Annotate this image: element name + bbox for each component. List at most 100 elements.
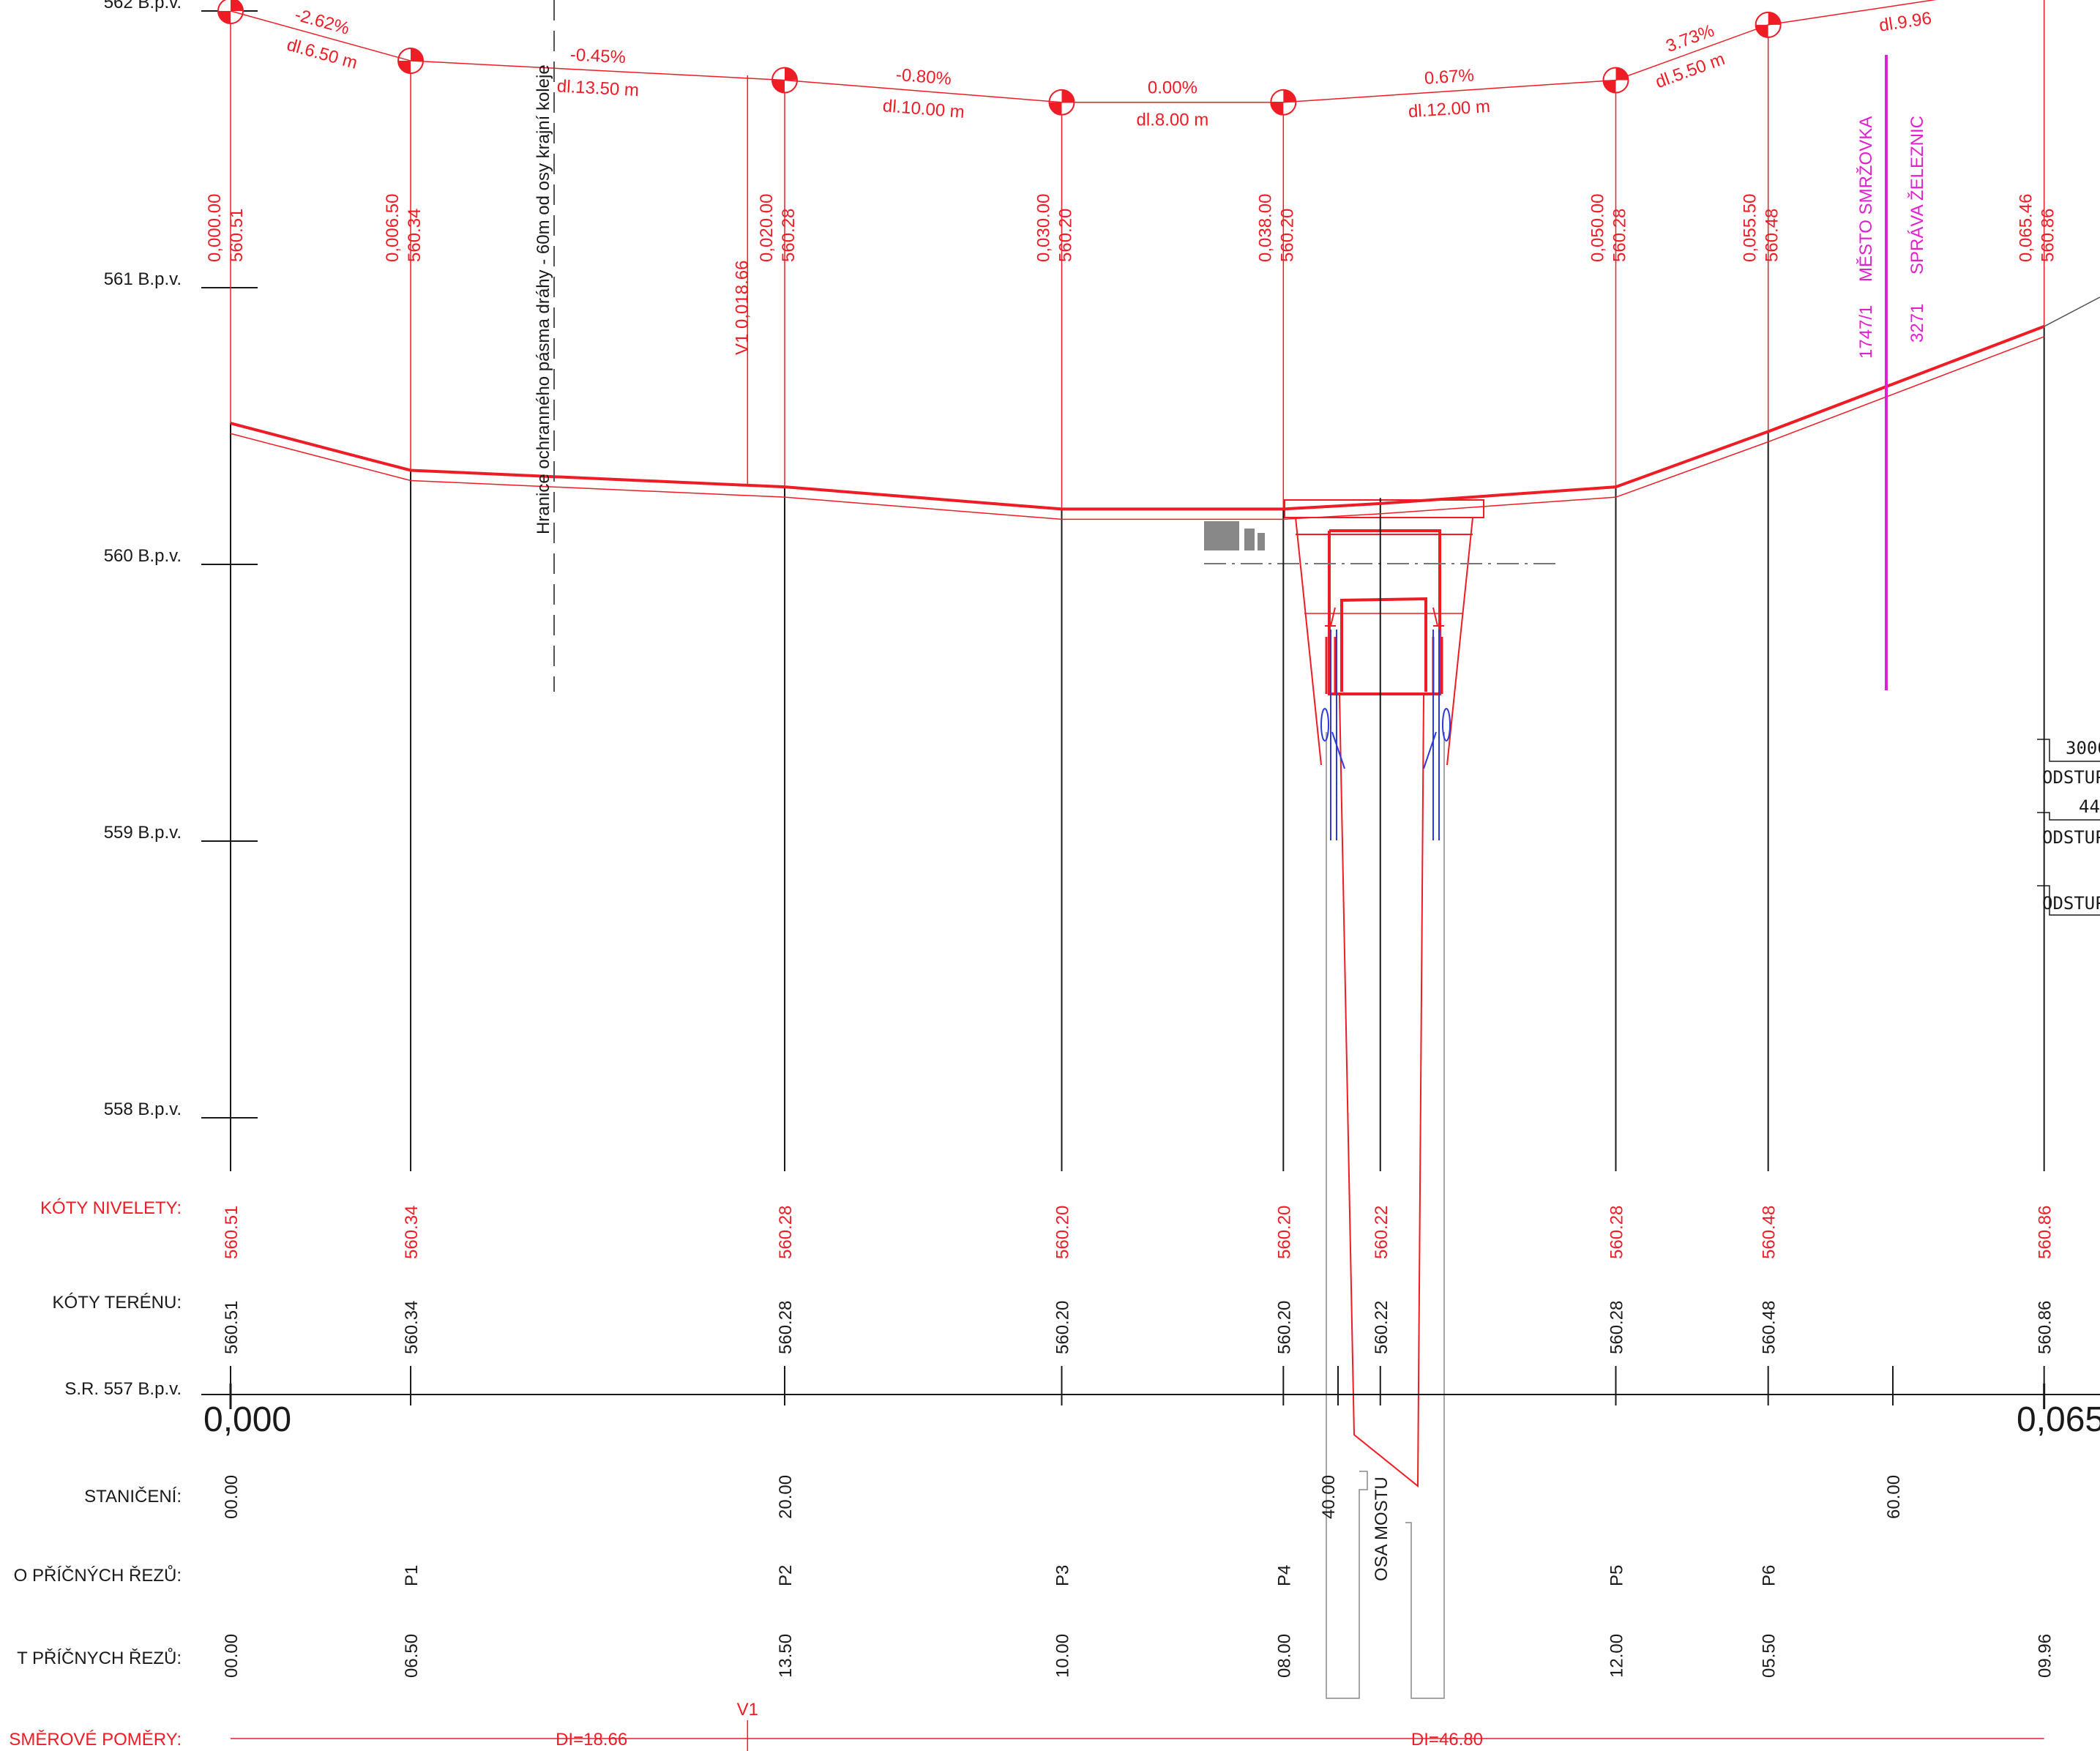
band-label-vzdalenosti: T PŘÍČNYCH ŘEZŮ: — [17, 1647, 182, 1668]
elevation-label: 561 B.p.v. — [104, 269, 182, 289]
station-elevation-label: 560.20 — [1056, 209, 1076, 262]
band-vzdalenost-value: 13.50 — [776, 1634, 796, 1678]
band-teren-value: 560.34 — [402, 1301, 422, 1354]
band-niveleta-value: 560.20 — [1274, 1206, 1294, 1259]
protection-zone: Hranice ochranného pásma dráhy - 60m od … — [534, 0, 555, 692]
owner-left: MĚSTO SMRŽOVKA — [1856, 116, 1876, 282]
gradient-length: dl.8.00 m — [1137, 111, 1209, 130]
band-label-staniceni: STANIČENÍ: — [84, 1486, 182, 1507]
band-vzdalenost-value: 08.00 — [1274, 1634, 1294, 1678]
band-niveleta-value: 560.48 — [1760, 1206, 1779, 1259]
station-elevation-label: 560.51 — [227, 209, 247, 262]
side-note-value-2: 44 — [2079, 796, 2100, 817]
station-elevation-label: 560.86 — [2039, 209, 2058, 262]
band-vzdalenost-value: 10.00 — [1053, 1634, 1073, 1678]
band-label-niveleta: KÓTY NIVELETY: — [40, 1198, 182, 1218]
band-teren-value: 560.86 — [2036, 1301, 2055, 1354]
gradient-length: dl.9.96 — [1877, 8, 1932, 35]
direction-segment-1: DI=18.66 — [556, 1730, 627, 1750]
band-rez-value: P3 — [1053, 1565, 1073, 1586]
station-chainage-label: 0,065.46 — [2017, 194, 2036, 262]
band-teren-value: 560.20 — [1053, 1301, 1073, 1354]
gradient-length: dl.5.50 m — [1653, 49, 1727, 92]
station-chainage-label: 0,038.00 — [1255, 194, 1275, 262]
band-niveleta-value: 560.28 — [776, 1206, 796, 1259]
gradient-percent: 3.73% — [1663, 20, 1716, 56]
elevation-label: 562 B.p.v. — [104, 0, 182, 12]
ownership-boundary: 1747/1 MĚSTO SMRŽOVKA 3271 SPRÁVA ŽELEZN… — [1856, 55, 1927, 690]
foundation-outline — [1326, 732, 1445, 1699]
band-teren-value: 560.48 — [1760, 1301, 1779, 1354]
band-vzdalenost-value: 05.50 — [1760, 1634, 1779, 1678]
band-niveleta-value: 560.20 — [1053, 1206, 1073, 1259]
terrain-line-lower — [230, 336, 2044, 520]
side-notes: 3000 ODSTUP 44 ODSTUP ODSTUP — [2037, 738, 2100, 916]
station-elevation-label: 560.28 — [1610, 209, 1630, 262]
band-row-labels: KÓTY NIVELETY: KÓTY TERÉNU: S.R. 557 B.p… — [9, 1198, 182, 1750]
side-note-label-1: ODSTUP — [2042, 767, 2100, 788]
band-niveleta-value: 560.51 — [222, 1206, 242, 1259]
chainage-end-label: 0,065 — [2017, 1400, 2100, 1439]
band-rez-value: P1 — [402, 1565, 422, 1586]
band-niveleta-value: 560.34 — [402, 1206, 422, 1259]
gradient-length: dl.6.50 m — [285, 35, 359, 73]
gradient-percent: -2.62% — [293, 5, 351, 39]
chainage-start-label: 0,000 — [203, 1400, 291, 1439]
gradient-length: dl.12.00 m — [1408, 97, 1491, 122]
existing-rail-hatch — [1204, 521, 1265, 550]
direction-break-label: V1 — [737, 1700, 758, 1720]
station-elevation-label: 560.48 — [1763, 209, 1782, 262]
band-label-rezy: O PŘÍČNÝCH ŘEZŮ: — [14, 1564, 182, 1586]
band-vzdalenost-value: 00.00 — [222, 1634, 242, 1678]
band-staniceni-40: 40.00 — [1319, 1475, 1339, 1519]
band-teren-bridge: 560.22 — [1372, 1301, 1391, 1354]
protection-zone-label: Hranice ochranného pásma dráhy - 60m od … — [534, 64, 553, 534]
station-elevation-label: 560.28 — [779, 209, 799, 262]
band-staniceni-value: 00.00 — [222, 1475, 242, 1519]
station-chainage-label: 0,055.50 — [1741, 194, 1760, 262]
elevation-label: 560 B.p.v. — [104, 546, 182, 566]
station-elevation-label: 560.34 — [405, 209, 425, 262]
band-label-smerove: SMĚROVÉ POMĚRY: — [9, 1730, 182, 1750]
band-niveleta-value: 560.28 — [1607, 1206, 1627, 1259]
grade-point-marker — [217, 0, 244, 24]
parcel-code-right: 3271 — [1907, 304, 1927, 343]
band-staniceni-value: 20.00 — [776, 1475, 796, 1519]
side-note-label-3: ODSTUP — [2042, 893, 2100, 914]
station-chainage-label: 0,000.00 — [205, 194, 225, 262]
band-niveleta-value: 560.86 — [2036, 1206, 2055, 1259]
station-chainage-label: 0,030.00 — [1034, 194, 1054, 262]
band-teren-value: 560.20 — [1274, 1301, 1294, 1354]
gradient-percent: -0.80% — [895, 65, 952, 89]
band-vzdalenost-value: 12.00 — [1607, 1634, 1627, 1678]
band-rez-value: P4 — [1274, 1565, 1294, 1586]
owner-right: SPRÁVA ŽELEZNIC — [1907, 116, 1927, 275]
vertical-curve-label: V1 0,018.66 — [732, 261, 752, 355]
band-label-reference: S.R. 557 B.p.v. — [64, 1379, 182, 1399]
band-teren-value: 560.28 — [1607, 1301, 1627, 1354]
band-teren-value: 560.51 — [222, 1301, 242, 1354]
elevation-label: 558 B.p.v. — [104, 1099, 182, 1119]
band-vzdalenost-value: 09.96 — [2036, 1634, 2055, 1678]
parcel-code-left: 1747/1 — [1856, 305, 1876, 359]
band-rez-value: P6 — [1760, 1565, 1779, 1586]
band-vzdalenost-value: 06.50 — [402, 1634, 422, 1678]
bridge-axis-label: OSA MOSTU — [1372, 1476, 1391, 1581]
band-teren-value: 560.28 — [776, 1301, 796, 1354]
grade-line — [230, 0, 1938, 103]
direction-segment-2: DI=46.80 — [1411, 1730, 1483, 1750]
band-rez-value: P5 — [1607, 1565, 1627, 1586]
gradient-percent: 0.00% — [1148, 78, 1197, 98]
band-rez-value: P2 — [776, 1565, 796, 1586]
elevation-label: 559 B.p.v. — [104, 823, 182, 843]
gradient-length: dl.10.00 m — [882, 96, 965, 122]
station-chainage-label: 0,050.00 — [1588, 194, 1608, 262]
side-note-value-1: 3000 — [2066, 738, 2100, 758]
band-niveleta-bridge: 560.22 — [1372, 1206, 1391, 1259]
station-elevation-label: 560.20 — [1277, 209, 1297, 262]
station-chainage-label: 0,020.00 — [757, 194, 777, 262]
station-chainage-label: 0,006.50 — [383, 194, 403, 262]
band-staniceni-60: 60.00 — [1884, 1475, 1904, 1519]
side-note-label-2: ODSTUP — [2042, 827, 2100, 848]
